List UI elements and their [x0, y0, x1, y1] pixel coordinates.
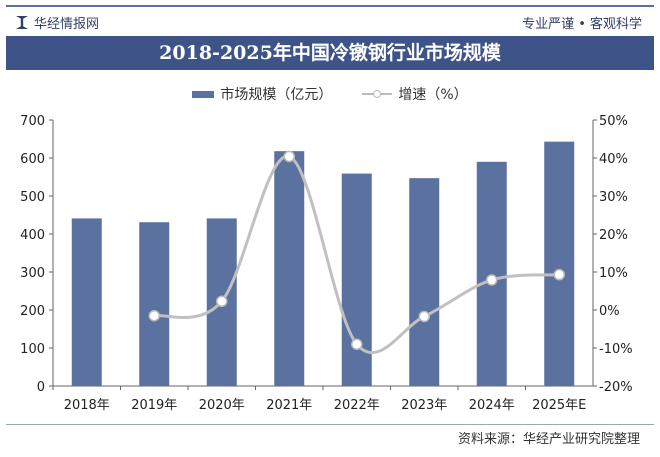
brand: 华经情报网: [16, 13, 99, 32]
x-tick-label: 2023年: [401, 398, 447, 413]
right-tick-label: -20%: [599, 380, 633, 395]
growth-point: [283, 150, 295, 163]
growth-point: [351, 338, 363, 350]
bar: [274, 151, 305, 386]
left-tick-label: 200: [20, 304, 45, 319]
brand-name: 华经情报网: [34, 17, 100, 32]
bar: [341, 173, 372, 386]
x-tick-label: 2019年: [131, 398, 177, 413]
right-tick-label: 20%: [599, 228, 628, 243]
left-tick-label: 500: [20, 190, 45, 205]
right-tick-label: 10%: [599, 266, 628, 281]
x-tick-label: 2020年: [199, 398, 245, 413]
x-tick-label: 2025年E: [532, 398, 586, 413]
source-note: 资料来源：华经产业研究院整理: [457, 432, 640, 447]
left-tick-label: 700: [20, 114, 45, 129]
left-tick-label: 100: [20, 342, 45, 357]
right-tick-label: -10%: [599, 342, 633, 357]
growth-point: [418, 310, 430, 323]
right-tick-label: 30%: [599, 190, 628, 205]
top-rule: [6, 5, 654, 7]
growth-point: [216, 295, 228, 308]
legend-bar: 市场规模（亿元）: [192, 84, 332, 104]
left-tick-label: 600: [20, 152, 45, 167]
line-swatch-icon: [362, 90, 393, 98]
bar-swatch: [192, 90, 215, 98]
x-tick-label: 2024年: [469, 398, 515, 413]
growth-point: [486, 274, 498, 286]
bar: [544, 141, 575, 386]
slogan: 专业严谨 • 客观科学: [522, 17, 642, 32]
bar: [476, 161, 507, 386]
legend-line: 增速（%）: [362, 84, 468, 104]
legend: 市场规模（亿元） 增速（%）: [0, 84, 660, 104]
right-tick-label: 50%: [599, 114, 628, 129]
footer-rule: [6, 424, 654, 425]
bar: [409, 178, 440, 386]
right-tick-label: 40%: [599, 152, 628, 167]
x-tick-label: 2021年: [266, 398, 312, 413]
left-tick-label: 300: [20, 266, 45, 281]
growth-point: [553, 268, 565, 281]
x-tick-label: 2018年: [64, 398, 110, 413]
legend-line-label: 增速（%）: [398, 87, 468, 103]
right-tick-label: 0%: [599, 304, 620, 319]
bar: [71, 218, 102, 386]
left-tick-label: 400: [20, 228, 45, 243]
left-tick-label: 0: [37, 380, 45, 395]
growth-point: [148, 309, 160, 322]
legend-bar-label: 市场规模（亿元）: [220, 87, 333, 103]
bar: [139, 222, 170, 386]
chart-title: 2018-2025年中国冷镦钢行业市场规模: [6, 36, 654, 70]
x-tick-label: 2022年: [334, 398, 380, 413]
